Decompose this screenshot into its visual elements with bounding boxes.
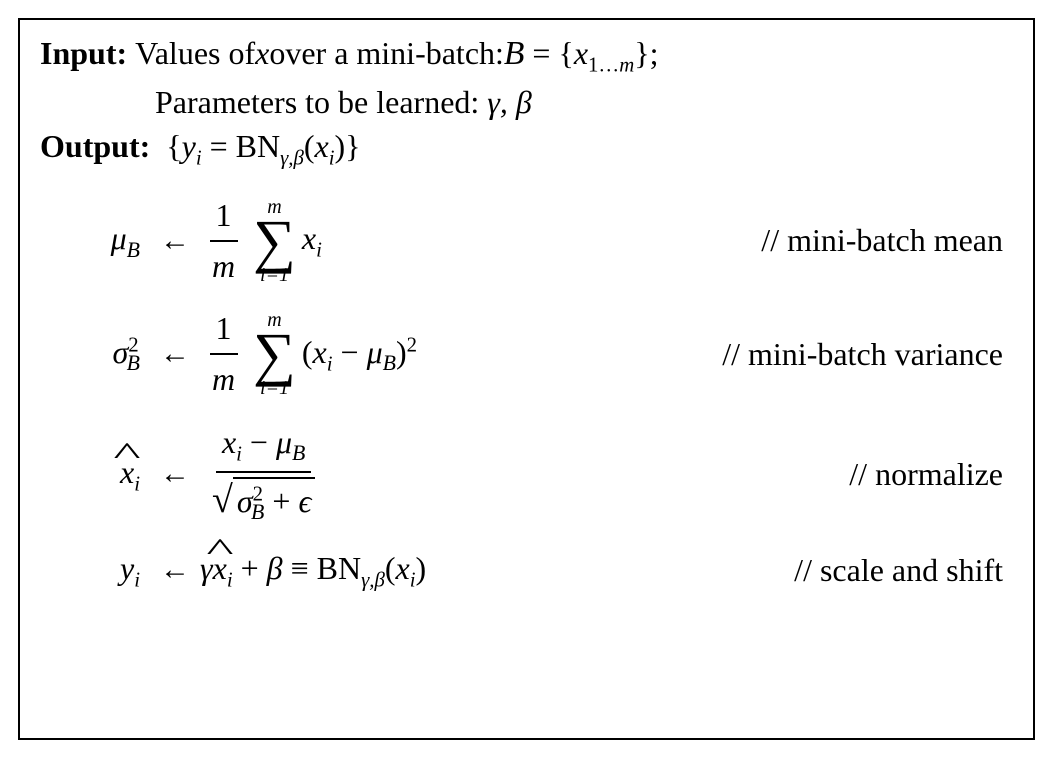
equation-affine: yi ← γxi + β ≡ BNγ,β(xi) // scale and sh…	[40, 546, 1013, 595]
algorithm-box: Input: Values of x over a mini-batch: B …	[18, 18, 1035, 740]
mean-sum: m ∑ i=1	[253, 197, 296, 285]
algorithm-header: Input: Values of x over a mini-batch: B …	[40, 30, 1013, 173]
input-line-2: Parameters to be learned: γ, β	[40, 80, 1013, 125]
variance-sum: m ∑ i=1	[253, 310, 296, 398]
affine-comment: // scale and shift	[794, 548, 1013, 593]
variance-frac-den: m	[206, 355, 241, 402]
input-text-1a: Values of	[135, 31, 255, 76]
mean-frac-den: m	[206, 242, 241, 289]
variance-fraction: 1 m	[206, 306, 241, 402]
normalize-frac-den: √ σ2B + ϵ	[206, 473, 321, 528]
mean-lhs: μB	[80, 216, 140, 265]
output-math: {yi = BNγ,β(xi)}	[158, 124, 360, 173]
affine-lhs: yi	[80, 546, 140, 595]
equation-normalize-lhs-rhs: xi ← xi − μB √ σ2B + ϵ	[40, 420, 327, 528]
input-math-2: γ, β	[487, 84, 532, 120]
output-line: Output: {yi = BNγ,β(xi)}	[40, 124, 1013, 173]
input-line-1: Input: Values of x over a mini-batch: B …	[40, 30, 1013, 80]
normalize-frac-num: xi − μB	[216, 420, 311, 473]
input-label: Input:	[40, 31, 127, 76]
variance-summand: (xi − μB)2	[302, 330, 417, 379]
input-var-x: x	[255, 31, 269, 76]
arrow-icon: ←	[160, 220, 190, 262]
mean-summand: xi	[302, 216, 322, 265]
normalize-lhs: xi	[80, 450, 140, 499]
variance-sum-lower: i=1	[260, 378, 289, 398]
output-label: Output:	[40, 124, 150, 169]
arrow-icon: ←	[160, 549, 190, 591]
mean-fraction: 1 m	[206, 193, 241, 289]
normalize-comment: // normalize	[849, 452, 1013, 497]
mean-frac-num: 1	[210, 193, 238, 242]
equation-variance-lhs-rhs: σ2B ← 1 m m ∑ i=1 (xi − μB)2	[40, 306, 417, 402]
mean-sum-lower: i=1	[260, 265, 289, 285]
equations-block: μB ← 1 m m ∑ i=1 xi // mini-batch mean σ…	[40, 193, 1013, 595]
sigma-icon: ∑	[253, 330, 296, 378]
arrow-icon: ←	[160, 453, 190, 495]
equation-normalize: xi ← xi − μB √ σ2B + ϵ // normalize	[40, 420, 1013, 528]
affine-expr: γxi + β ≡ BNγ,β(xi)	[200, 546, 426, 595]
variance-lhs: σ2B	[80, 330, 140, 379]
input-text-1b: over a mini-batch:	[269, 31, 504, 76]
variance-comment: // mini-batch variance	[722, 332, 1013, 377]
equation-variance: σ2B ← 1 m m ∑ i=1 (xi − μB)2 // mini-bat…	[40, 306, 1013, 402]
input-text-2a: Parameters to be learned:	[155, 84, 487, 120]
input-math-1: B = {x1…m};	[504, 30, 659, 80]
arrow-icon: ←	[160, 333, 190, 375]
normalize-fraction: xi − μB √ σ2B + ϵ	[206, 420, 321, 528]
equation-affine-lhs-rhs: yi ← γxi + β ≡ BNγ,β(xi)	[40, 546, 426, 595]
sqrt-icon: √	[212, 481, 233, 532]
equation-mean: μB ← 1 m m ∑ i=1 xi // mini-batch mean	[40, 193, 1013, 289]
equation-mean-lhs-rhs: μB ← 1 m m ∑ i=1 xi	[40, 193, 322, 289]
sigma-icon: ∑	[253, 217, 296, 265]
variance-frac-num: 1	[210, 306, 238, 355]
mean-comment: // mini-batch mean	[761, 218, 1013, 263]
